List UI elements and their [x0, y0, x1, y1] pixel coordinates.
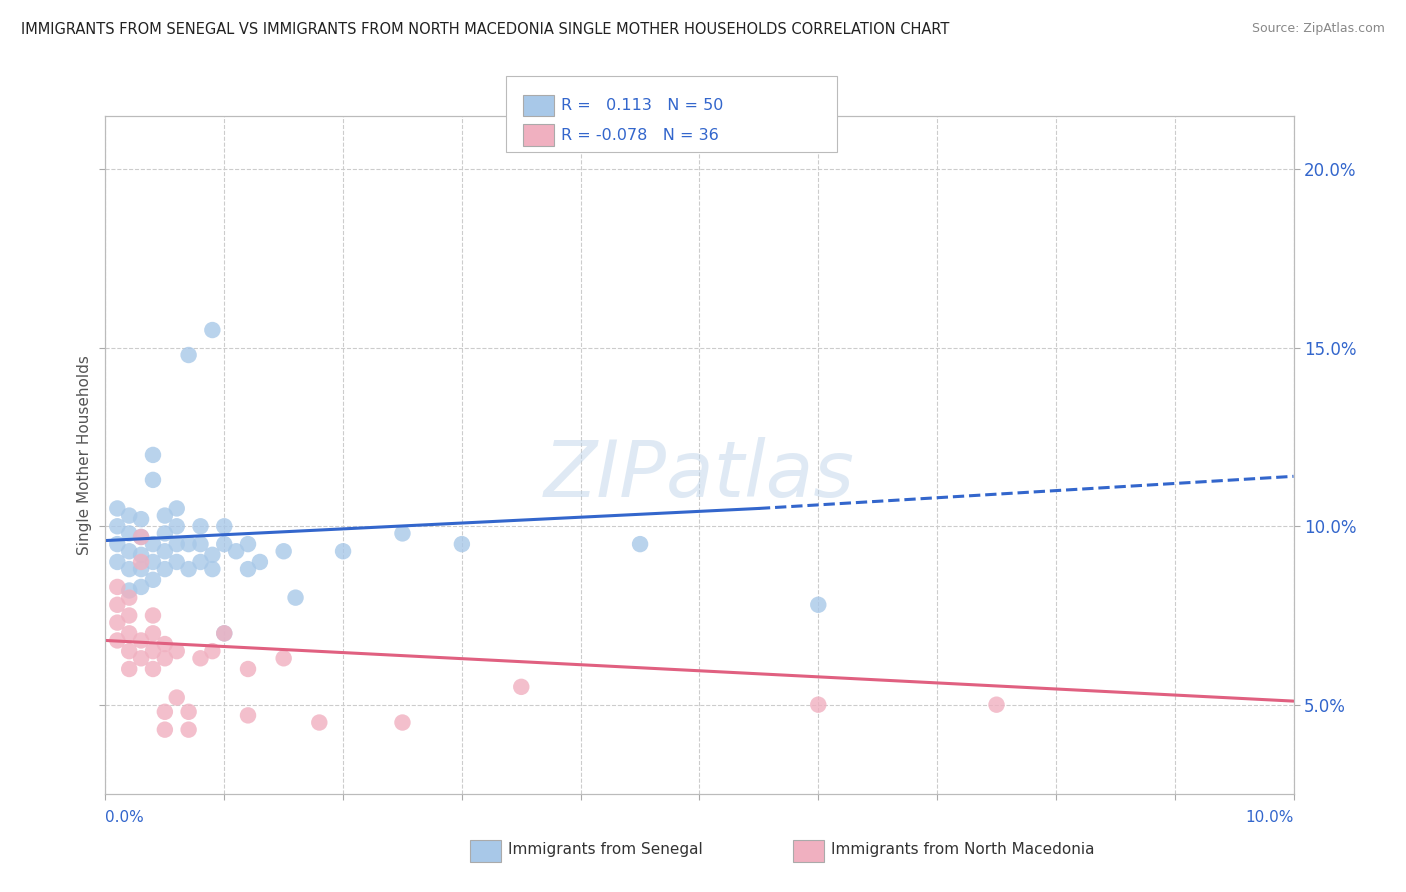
Point	[105, 580, 128, 594]
Point	[142, 608, 165, 623]
Point	[201, 562, 224, 576]
Point	[142, 555, 165, 569]
Point	[807, 698, 830, 712]
Point	[332, 544, 354, 558]
Point	[105, 501, 128, 516]
Point	[129, 580, 152, 594]
Point	[142, 537, 165, 551]
Point	[510, 680, 533, 694]
Point	[118, 583, 141, 598]
Point	[236, 662, 259, 676]
Point	[153, 544, 176, 558]
Text: R = -0.078   N = 36: R = -0.078 N = 36	[561, 128, 718, 143]
Text: R =   0.113   N = 50: R = 0.113 N = 50	[561, 98, 723, 113]
Point	[177, 562, 200, 576]
Point	[129, 562, 152, 576]
Text: Immigrants from North Macedonia: Immigrants from North Macedonia	[831, 842, 1094, 856]
Point	[166, 644, 188, 658]
Point	[201, 644, 224, 658]
Point	[450, 537, 472, 551]
Point	[105, 598, 128, 612]
Point	[166, 555, 188, 569]
Point	[129, 651, 152, 665]
Point	[249, 555, 271, 569]
Point	[142, 644, 165, 658]
Point	[153, 723, 176, 737]
Text: 10.0%: 10.0%	[1246, 810, 1294, 825]
Point	[153, 705, 176, 719]
Point	[129, 633, 152, 648]
Point	[105, 615, 128, 630]
Text: 0.0%: 0.0%	[105, 810, 145, 825]
Point	[214, 626, 236, 640]
Point	[214, 519, 236, 533]
Point	[391, 715, 413, 730]
Point	[214, 626, 236, 640]
Point	[129, 530, 152, 544]
Point	[236, 537, 259, 551]
Point	[166, 501, 188, 516]
Point	[177, 723, 200, 737]
Point	[308, 715, 330, 730]
Point	[129, 548, 152, 562]
Point	[118, 662, 141, 676]
Point	[118, 544, 141, 558]
Point	[284, 591, 307, 605]
Point	[166, 519, 188, 533]
Point	[118, 608, 141, 623]
Point	[166, 537, 188, 551]
Point	[273, 544, 295, 558]
Point	[177, 348, 200, 362]
Point	[190, 519, 212, 533]
Point	[105, 537, 128, 551]
Point	[118, 644, 141, 658]
Point	[628, 537, 651, 551]
Text: ZIPatlas: ZIPatlas	[544, 437, 855, 513]
Point	[142, 448, 165, 462]
Point	[273, 651, 295, 665]
Point	[142, 662, 165, 676]
Point	[807, 598, 830, 612]
Point	[986, 698, 1008, 712]
Point	[129, 512, 152, 526]
Point	[129, 530, 152, 544]
Point	[201, 323, 224, 337]
Text: Source: ZipAtlas.com: Source: ZipAtlas.com	[1251, 22, 1385, 36]
Point	[153, 508, 176, 523]
Point	[118, 562, 141, 576]
Point	[391, 526, 413, 541]
Point	[105, 633, 128, 648]
Point	[190, 651, 212, 665]
Point	[190, 555, 212, 569]
Point	[225, 544, 247, 558]
Point	[177, 537, 200, 551]
Point	[142, 573, 165, 587]
Point	[190, 537, 212, 551]
Point	[118, 526, 141, 541]
Point	[129, 555, 152, 569]
Point	[142, 626, 165, 640]
Point	[153, 526, 176, 541]
Point	[105, 555, 128, 569]
Point	[118, 591, 141, 605]
Point	[236, 562, 259, 576]
Point	[166, 690, 188, 705]
Point	[153, 637, 176, 651]
Point	[236, 708, 259, 723]
Text: Immigrants from Senegal: Immigrants from Senegal	[508, 842, 703, 856]
Point	[177, 705, 200, 719]
Point	[105, 519, 128, 533]
Point	[153, 651, 176, 665]
Point	[214, 537, 236, 551]
Point	[142, 473, 165, 487]
Point	[201, 548, 224, 562]
Point	[153, 562, 176, 576]
Point	[118, 626, 141, 640]
Text: IMMIGRANTS FROM SENEGAL VS IMMIGRANTS FROM NORTH MACEDONIA SINGLE MOTHER HOUSEHO: IMMIGRANTS FROM SENEGAL VS IMMIGRANTS FR…	[21, 22, 949, 37]
Point	[118, 508, 141, 523]
Y-axis label: Single Mother Households: Single Mother Households	[76, 355, 91, 555]
